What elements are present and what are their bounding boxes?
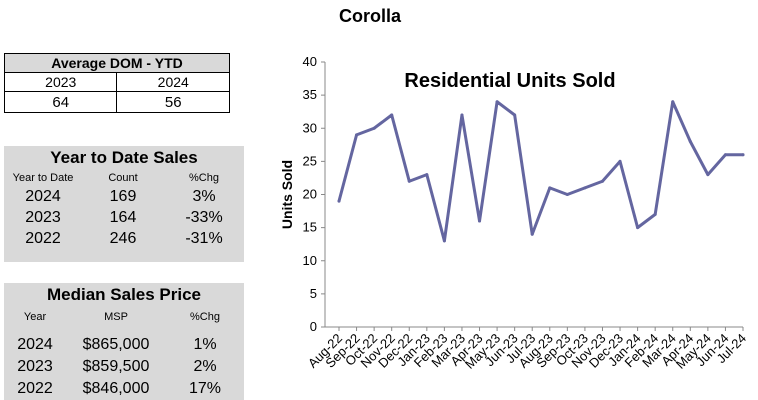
column-header: Count	[108, 172, 138, 184]
median-price-title: Median Sales Price	[4, 283, 244, 307]
year-cell: 2024	[17, 336, 53, 353]
data-point	[688, 140, 692, 143]
page-title: Corolla	[338, 6, 401, 26]
data-point	[565, 193, 569, 196]
table-row: 2024 169 3%	[4, 186, 244, 207]
change-cell: 1%	[193, 336, 217, 353]
y-tick-label: 15	[303, 220, 317, 235]
year-cell: 2022	[17, 380, 53, 397]
y-tick-label: 0	[310, 319, 317, 334]
data-point	[600, 179, 604, 183]
data-point	[478, 219, 482, 223]
data-point	[636, 226, 640, 230]
data-point	[671, 100, 675, 104]
price-cell: $865,000	[82, 336, 150, 353]
year-cell: 2023	[17, 358, 53, 375]
change-cell: -31%	[185, 229, 223, 247]
y-axis-label: Units Sold	[279, 160, 295, 229]
data-point	[442, 239, 446, 243]
msp-header-row: Year MSP %Chg	[4, 307, 244, 327]
data-point	[653, 212, 657, 216]
table-row: 2023 164 -33%	[4, 207, 244, 228]
price-cell: $859,500	[82, 358, 150, 375]
data-point	[583, 186, 587, 190]
column-header: Year to Date	[12, 172, 74, 184]
ytd-sales-panel: Year to Date Sales Year to Date Count %C…	[4, 146, 244, 262]
data-point	[460, 113, 464, 117]
change-cell: -33%	[185, 208, 223, 226]
data-point	[618, 159, 622, 163]
data-point	[513, 113, 517, 117]
data-point	[530, 232, 534, 236]
y-tick-label: 5	[310, 286, 317, 301]
year-cell: 2022	[25, 229, 61, 247]
avg-dom-table: Average DOM - YTD 2023 2024 64 56	[3, 53, 230, 113]
avg-dom-year: 2024	[116, 72, 230, 92]
y-tick-label: 25	[303, 153, 317, 168]
change-cell: 17%	[188, 380, 222, 397]
change-cell: 3%	[192, 187, 216, 205]
column-header: Year	[23, 311, 47, 323]
count-cell: 169	[109, 187, 137, 205]
series-line	[337, 100, 745, 243]
y-tick-label: 20	[303, 187, 317, 202]
data-point	[390, 113, 394, 117]
avg-dom-value: 56	[116, 91, 230, 113]
y-tick-label: 35	[303, 87, 317, 102]
ytd-header-row: Year to Date Count %Chg	[4, 170, 244, 186]
chart-title: Residential Units Sold	[404, 70, 615, 92]
data-point	[741, 153, 745, 157]
count-cell: 164	[109, 208, 137, 226]
data-point	[425, 173, 429, 177]
data-point	[548, 186, 552, 190]
avg-dom-value: 64	[3, 91, 118, 113]
y-tick-label: 30	[303, 120, 317, 135]
year-cell: 2023	[25, 208, 61, 226]
count-cell: 246	[109, 229, 137, 247]
change-cell: 2%	[193, 358, 217, 375]
data-point	[723, 153, 727, 157]
avg-dom-title: Average DOM - YTD	[4, 53, 230, 73]
data-point	[372, 126, 376, 130]
table-row: 2022 246 -31%	[4, 228, 244, 249]
table-row: 2024 $865,000 1%	[4, 334, 244, 356]
data-point	[337, 199, 341, 203]
data-point	[706, 173, 710, 177]
median-price-panel: Median Sales Price Year MSP %Chg 2024 $8…	[4, 283, 244, 400]
ytd-sales-title: Year to Date Sales	[4, 146, 244, 170]
y-tick-label: 10	[303, 253, 317, 268]
data-point	[355, 133, 359, 137]
column-header: MSP	[104, 311, 128, 323]
price-cell: $846,000	[82, 380, 150, 397]
data-point	[495, 100, 499, 104]
column-header: %Chg	[189, 172, 219, 184]
table-row: 2022 $846,000 17%	[4, 378, 244, 400]
table-row: 2023 $859,500 2%	[4, 356, 244, 378]
year-cell: 2024	[25, 187, 61, 205]
y-tick-label: 40	[303, 54, 317, 69]
column-header: %Chg	[190, 311, 220, 323]
avg-dom-year: 2023	[3, 72, 118, 92]
data-point	[407, 179, 411, 183]
units-sold-chart: 0510152025303540Aug-22Sep-22Oct-22Nov-22…	[279, 54, 749, 372]
